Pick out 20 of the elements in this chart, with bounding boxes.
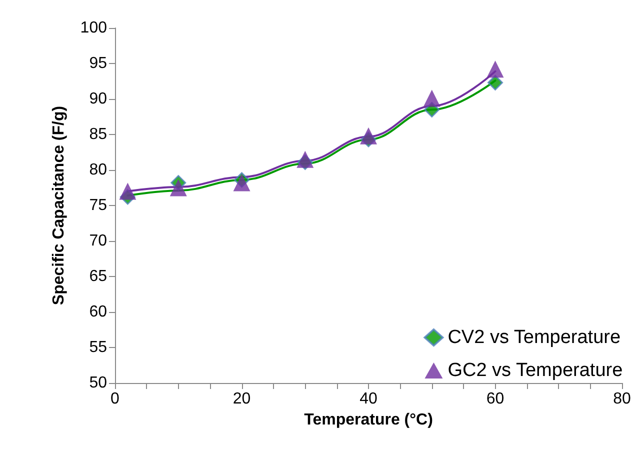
x-axis-title: Temperature (°C) xyxy=(304,411,433,428)
y-axis-title: Specific Capacitance (F/g) xyxy=(50,106,68,306)
y-tick-label: 85 xyxy=(89,126,108,143)
y-tick-label: 95 xyxy=(89,55,108,72)
x-tick-label: 60 xyxy=(486,390,504,408)
legend-label: CV2 vs Temperature xyxy=(448,327,621,348)
y-tick-label: 70 xyxy=(89,232,108,250)
y-tick-label: 65 xyxy=(89,268,108,285)
y-tick-label: 50 xyxy=(89,374,108,392)
legend-label: GC2 vs Temperature xyxy=(448,360,623,381)
x-tick-label: 0 xyxy=(110,390,120,408)
x-tick-label: 40 xyxy=(360,390,378,408)
y-tick-label: 60 xyxy=(89,304,108,320)
x-tick-label: 20 xyxy=(232,390,251,408)
y-tick-label: 100 xyxy=(80,20,108,36)
y-tick-label: 75 xyxy=(89,197,108,214)
y-tick-label: 90 xyxy=(89,90,108,108)
y-tick-label: 55 xyxy=(89,339,108,356)
x-tick-label: 80 xyxy=(613,390,631,408)
y-tick-label: 80 xyxy=(89,162,108,178)
